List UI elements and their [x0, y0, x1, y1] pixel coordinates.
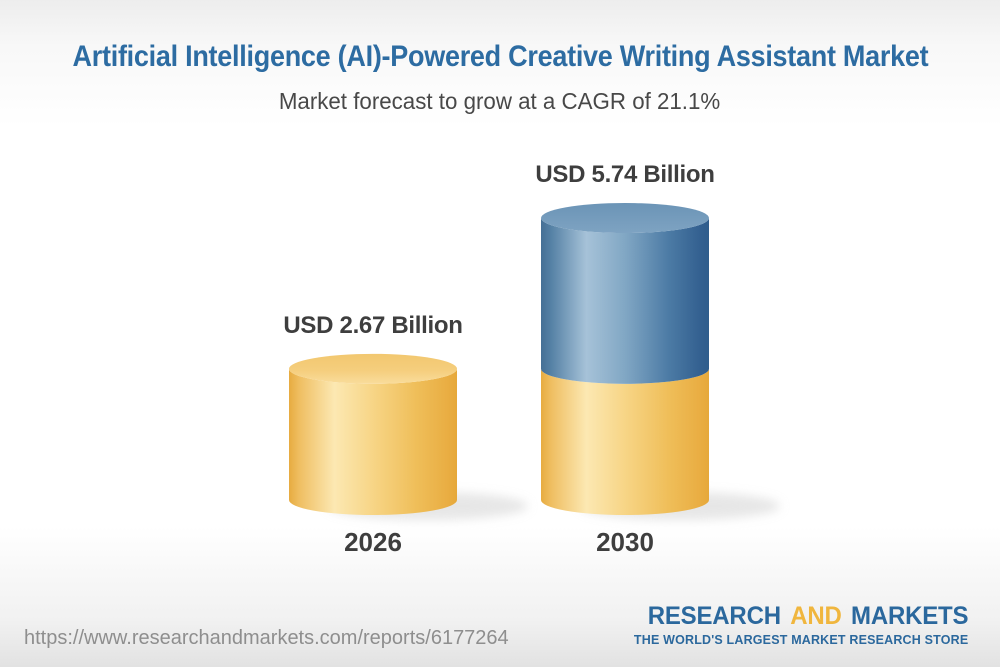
- logo-word-and: AND: [789, 602, 842, 630]
- logo-word-research: RESEARCH: [647, 602, 781, 630]
- cylinder-cap: [541, 203, 709, 233]
- year-label: 2026: [344, 527, 402, 557]
- cylinder-segment-blue: [541, 218, 709, 384]
- cylinder-segment-gold: [289, 368, 457, 515]
- cylinder-segment-gold: [541, 368, 709, 515]
- logo-tagline: THE WORLD'S LARGEST MARKET RESEARCH STOR…: [633, 632, 968, 647]
- subheader: Market forecast to grow at a CAGR of 21.…: [0, 88, 1000, 115]
- value-label: USD 2.67 Billion: [283, 311, 463, 339]
- value-label: USD 5.74 Billion: [535, 161, 715, 188]
- logo-wordmark: RESEARCH AND MARKETS: [634, 602, 968, 630]
- page-subtitle: Market forecast to grow at a CAGR of 21.…: [279, 88, 721, 114]
- report-url: https://www.researchandmarkets.com/repor…: [24, 627, 509, 649]
- page-title: Artificial Intelligence (AI)-Powered Cre…: [72, 40, 928, 73]
- header: Artificial Intelligence (AI)-Powered Cre…: [0, 40, 1000, 74]
- research-and-markets-logo: RESEARCH AND MARKETS THE WORLD'S LARGEST…: [633, 602, 969, 647]
- year-label: 2030: [596, 527, 654, 557]
- logo-word-markets: MARKETS: [850, 602, 969, 630]
- cylinder-cap: [289, 353, 457, 384]
